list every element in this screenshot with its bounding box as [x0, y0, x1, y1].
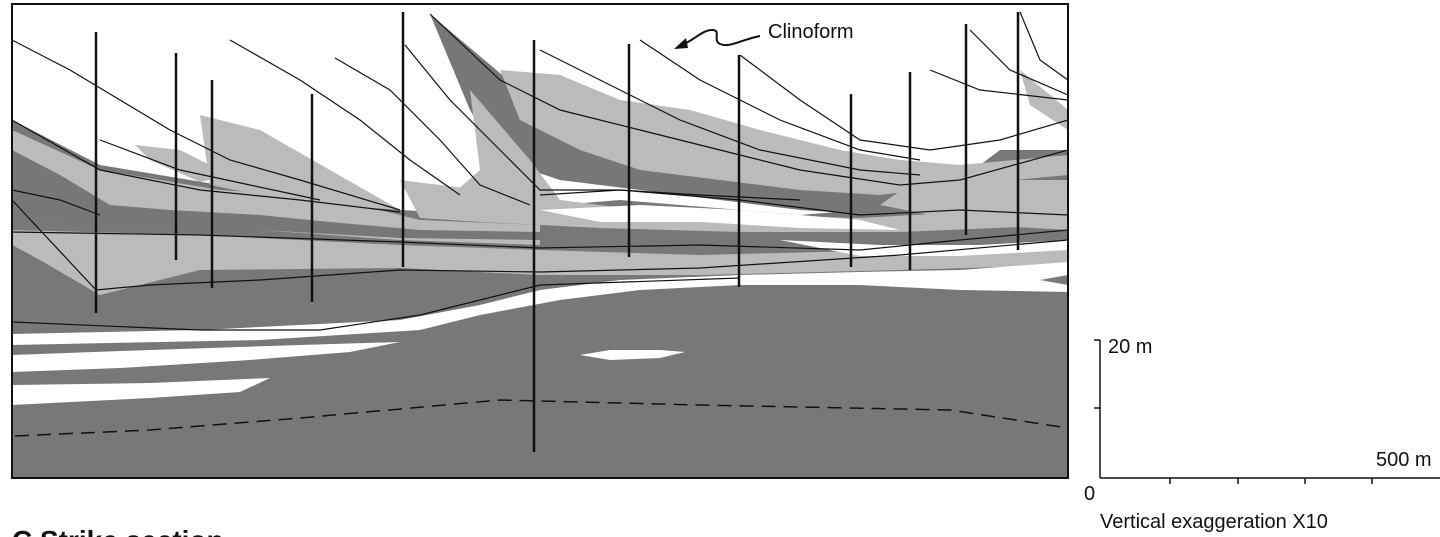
scale-note: Vertical exaggeration X10 — [1100, 511, 1328, 533]
section-frame — [11, 3, 1069, 479]
section-body — [12, 4, 1068, 478]
scale-vertical-label: 20 m — [1108, 336, 1152, 358]
scale-origin: 0 — [1084, 483, 1095, 505]
clinoform-arrow — [679, 28, 761, 47]
clinoform-label: Clinoform — [768, 21, 854, 43]
arrow-head — [674, 38, 688, 49]
scale-bar — [1094, 339, 1440, 484]
section-title: C Strike section — [12, 525, 224, 537]
scale-horizontal-label: 500 m — [1376, 449, 1432, 471]
